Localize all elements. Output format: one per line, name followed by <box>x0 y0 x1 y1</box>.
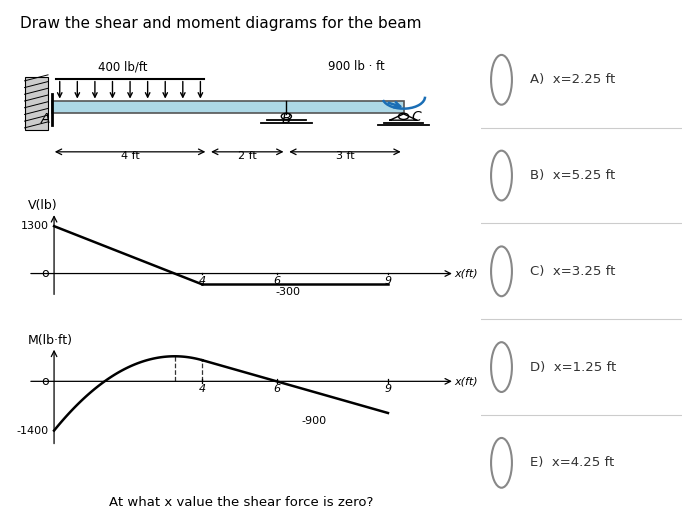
Text: A: A <box>41 112 50 126</box>
Text: A)  x=2.25 ft: A) x=2.25 ft <box>530 73 615 86</box>
Circle shape <box>281 113 291 120</box>
Text: 3 ft: 3 ft <box>336 151 354 161</box>
Bar <box>25 78 48 130</box>
Text: -300: -300 <box>276 287 300 297</box>
Text: 400 lb/ft: 400 lb/ft <box>98 61 147 74</box>
Text: V(lb): V(lb) <box>28 200 58 212</box>
Text: o: o <box>41 375 48 388</box>
Text: C)  x=3.25 ft: C) x=3.25 ft <box>530 265 615 278</box>
Text: At what x value the shear force is zero?: At what x value the shear force is zero? <box>110 496 373 509</box>
Text: Draw the shear and moment diagrams for the beam: Draw the shear and moment diagrams for t… <box>20 16 421 31</box>
Text: B)  x=5.25 ft: B) x=5.25 ft <box>530 169 615 182</box>
Text: 9: 9 <box>384 384 391 394</box>
Text: x(ft): x(ft) <box>455 269 478 279</box>
Text: D)  x=1.25 ft: D) x=1.25 ft <box>530 361 616 373</box>
Bar <box>52 102 404 113</box>
Text: 900 lb · ft: 900 lb · ft <box>328 60 385 73</box>
Text: E)  x=4.25 ft: E) x=4.25 ft <box>530 456 614 469</box>
Text: 6: 6 <box>273 276 280 286</box>
Text: 2 ft: 2 ft <box>238 151 257 161</box>
Text: -900: -900 <box>301 416 327 426</box>
Text: M(lb·ft): M(lb·ft) <box>28 334 73 347</box>
Text: 4: 4 <box>199 384 206 394</box>
Text: -1400: -1400 <box>17 426 48 436</box>
Text: o: o <box>41 267 48 280</box>
Text: x(ft): x(ft) <box>455 376 478 386</box>
Text: 1300: 1300 <box>21 221 48 231</box>
Circle shape <box>398 113 409 120</box>
Text: 9: 9 <box>384 276 391 286</box>
Text: C: C <box>411 110 421 123</box>
Text: 6: 6 <box>273 384 280 394</box>
Text: 4: 4 <box>199 276 206 286</box>
Text: 4 ft: 4 ft <box>121 151 139 161</box>
Text: B: B <box>282 112 291 126</box>
